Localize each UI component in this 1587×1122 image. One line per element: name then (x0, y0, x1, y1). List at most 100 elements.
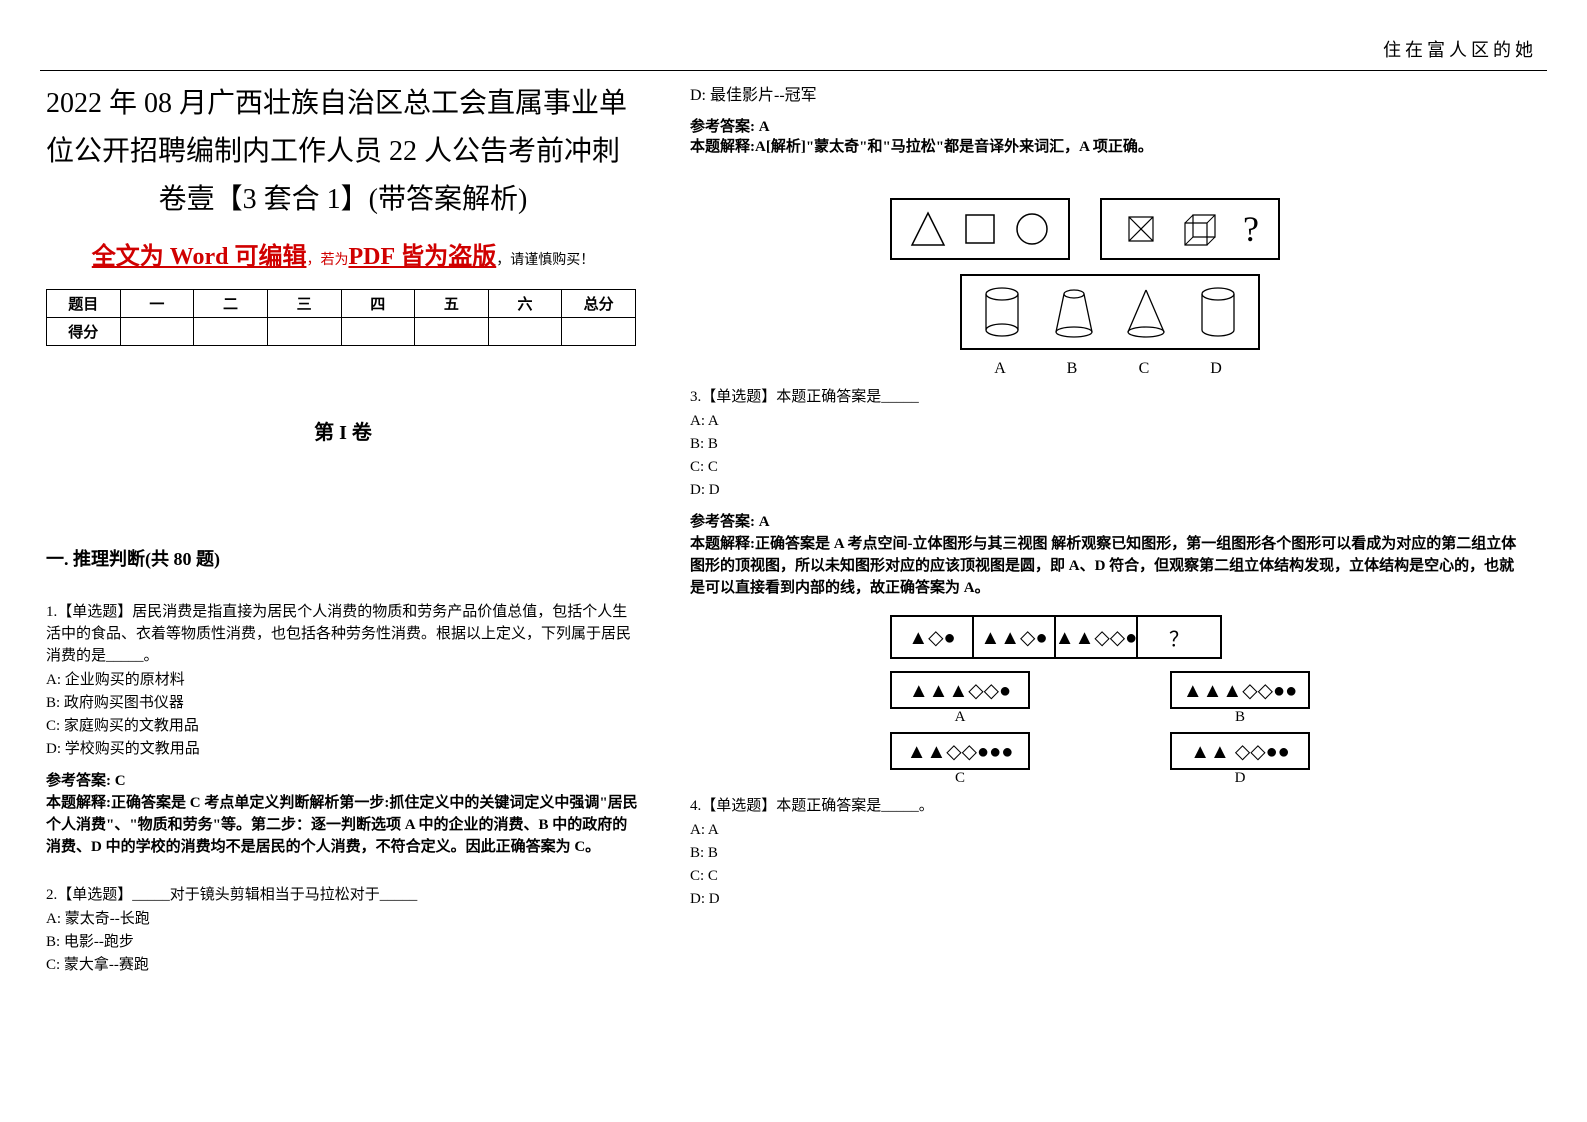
warning-line: 全文为 Word 可编辑，若为PDF 皆为盗版，请谨慎购买！ (46, 236, 640, 271)
cylinder-d-icon (1194, 284, 1242, 340)
cylinder-a-icon (978, 284, 1026, 340)
th: 四 (341, 290, 415, 318)
question-1: 1.【单选题】居民消费是指直接为居民个人消费的物质和劳务产品价值总值，包括个人生… (46, 601, 640, 858)
q3-optB: B: B (690, 433, 1520, 455)
th: 总分 (562, 290, 636, 318)
q4-optB: B: B (690, 842, 1520, 864)
row-label: 得分 (47, 318, 121, 346)
frustum-b-icon (1050, 284, 1098, 340)
q4-label-b: B (1170, 709, 1310, 726)
cube-icon (1179, 209, 1225, 249)
q3-optC: C: C (690, 456, 1520, 478)
q3-labels: A B C D (976, 360, 1520, 378)
td (488, 318, 562, 346)
q4-text: 4.【单选题】本题正确答案是_____。 (690, 795, 1520, 817)
triangle-icon (908, 209, 948, 249)
th: 三 (267, 290, 341, 318)
q2-answer: 参考答案: A (690, 115, 1520, 136)
th: 一 (120, 290, 194, 318)
q1-optA: A: 企业购买的原材料 (46, 669, 640, 691)
q3-solids (960, 274, 1520, 350)
q4-options-row2: ▲▲◇◇●●● C ▲▲ ◇◇●● D (890, 732, 1520, 787)
title-line-3: 卷壹【3 套合 1】(带答案解析) (46, 176, 640, 224)
question-mark-icon: ? (1243, 208, 1259, 250)
th: 五 (415, 290, 489, 318)
warn-part3: PDF 皆为盗版 (348, 244, 496, 270)
question-4: 4.【单选题】本题正确答案是_____。 A: A B: B C: C D: D (690, 795, 1520, 910)
q4-patterns: ▲◇● ▲▲◇● ▲▲◇◇● ？ ▲▲▲◇◇● A ▲▲▲◇◇●● B ▲▲◇◇… (890, 615, 1520, 787)
square-icon (960, 209, 1000, 249)
label-c: C (1120, 360, 1168, 378)
q3-solids-box (960, 274, 1260, 350)
th: 二 (194, 290, 268, 318)
q4-optD-box: ▲▲ ◇◇●● (1170, 732, 1310, 770)
pattern-cell: ▲▲◇● (974, 617, 1056, 657)
q2-optC: C: 蒙大拿--赛跑 (46, 954, 640, 976)
score-table: 题目 一 二 三 四 五 六 总分 得分 (46, 289, 636, 346)
td (562, 318, 636, 346)
q1-optB: B: 政府购买图书仪器 (46, 692, 640, 714)
warn-part2: ，若为 (306, 253, 348, 268)
circle-icon (1012, 209, 1052, 249)
right-column: D: 最佳影片--冠军 参考答案: A 本题解释:A[解析]"蒙太奇"和"马拉松… (670, 80, 1520, 992)
q4-optD: D: D (690, 888, 1520, 910)
td (267, 318, 341, 346)
q3-optD: D: D (690, 479, 1520, 501)
q4-label-d: D (1170, 770, 1310, 787)
label-a: A (976, 360, 1024, 378)
q3-text: 3.【单选题】本题正确答案是_____ (690, 386, 1520, 408)
cone-c-icon (1122, 284, 1170, 340)
label-b: B (1048, 360, 1096, 378)
volume-label: 第 I 卷 (46, 416, 640, 445)
q3-optA: A: A (690, 410, 1520, 432)
q3-figbox-1 (890, 198, 1070, 260)
left-column: 2022 年 08 月广西壮族自治区总工会直属事业单 位公开招聘编制内工作人员 … (40, 80, 640, 992)
q4-top-row: ▲◇● ▲▲◇● ▲▲◇◇● ？ (890, 615, 1222, 659)
question-3: 3.【单选题】本题正确答案是_____ A: A B: B C: C D: D … (690, 386, 1520, 599)
label-d: D (1192, 360, 1240, 378)
q3-answer: 参考答案: A (690, 511, 1520, 533)
q1-optC: C: 家庭购买的文教用品 (46, 715, 640, 737)
q4-optA-box: ▲▲▲◇◇● (890, 671, 1030, 709)
q3-figure-row1: ? (890, 198, 1520, 260)
q2-optD: D: 最佳影片--冠军 (690, 81, 1520, 105)
pattern-cell: ▲▲◇◇● (1056, 617, 1138, 657)
table-row: 得分 (47, 318, 636, 346)
th: 六 (488, 290, 562, 318)
td (194, 318, 268, 346)
q1-text: 1.【单选题】居民消费是指直接为居民个人消费的物质和劳务产品价值总值，包括个人生… (46, 601, 640, 667)
q2-text: 2.【单选题】_____对于镜头剪辑相当于马拉松对于_____ (46, 884, 640, 906)
content-columns: 2022 年 08 月广西壮族自治区总工会直属事业单 位公开招聘编制内工作人员 … (40, 80, 1547, 992)
pattern-cell: ？ (1138, 617, 1220, 657)
q1-answer: 参考答案: C (46, 770, 640, 792)
q4-optA: A: A (690, 819, 1520, 841)
section-header: 一. 推理判断(共 80 题) (46, 545, 640, 571)
q4-optC-box: ▲▲◇◇●●● (890, 732, 1030, 770)
th: 题目 (47, 290, 121, 318)
td (120, 318, 194, 346)
q1-explanation: 本题解释:正确答案是 C 考点单定义判断解析第一步:抓住定义中的关键词定义中强调… (46, 792, 640, 858)
q2-explanation: 本题解释:A[解析]"蒙太奇"和"马拉松"都是音译外来词汇，A 项正确。 (690, 136, 1520, 158)
q2-optA: A: 蒙太奇--长跑 (46, 908, 640, 930)
question-2: 2.【单选题】_____对于镜头剪辑相当于马拉松对于_____ A: 蒙太奇--… (46, 884, 640, 976)
pattern-cell: ▲◇● (892, 617, 974, 657)
td (415, 318, 489, 346)
q1-optD: D: 学校购买的文教用品 (46, 738, 640, 760)
q2-optB: B: 电影--跑步 (46, 931, 640, 953)
top-divider (40, 70, 1547, 71)
table-row: 题目 一 二 三 四 五 六 总分 (47, 290, 636, 318)
warn-part4: ，请谨慎购买！ (496, 253, 594, 268)
q4-label-a: A (890, 709, 1030, 726)
title-line-1: 2022 年 08 月广西壮族自治区总工会直属事业单 (46, 80, 640, 128)
q4-label-c: C (890, 770, 1030, 787)
q4-optB-box: ▲▲▲◇◇●● (1170, 671, 1310, 709)
q4-optC: C: C (690, 865, 1520, 887)
q4-options-row1: ▲▲▲◇◇● A ▲▲▲◇◇●● B (890, 671, 1520, 726)
prism-icon (1121, 209, 1161, 249)
q3-explanation: 本题解释:正确答案是 A 考点空间-立体图形与其三视图 解析观察已知图形，第一组… (690, 533, 1520, 599)
q3-figbox-2: ? (1100, 198, 1280, 260)
warn-part1: 全文为 Word 可编辑 (92, 244, 307, 270)
title-line-2: 位公开招聘编制内工作人员 22 人公告考前冲刺 (46, 128, 640, 176)
page-header-right: 住在富人区的她 (1383, 36, 1537, 62)
td (341, 318, 415, 346)
